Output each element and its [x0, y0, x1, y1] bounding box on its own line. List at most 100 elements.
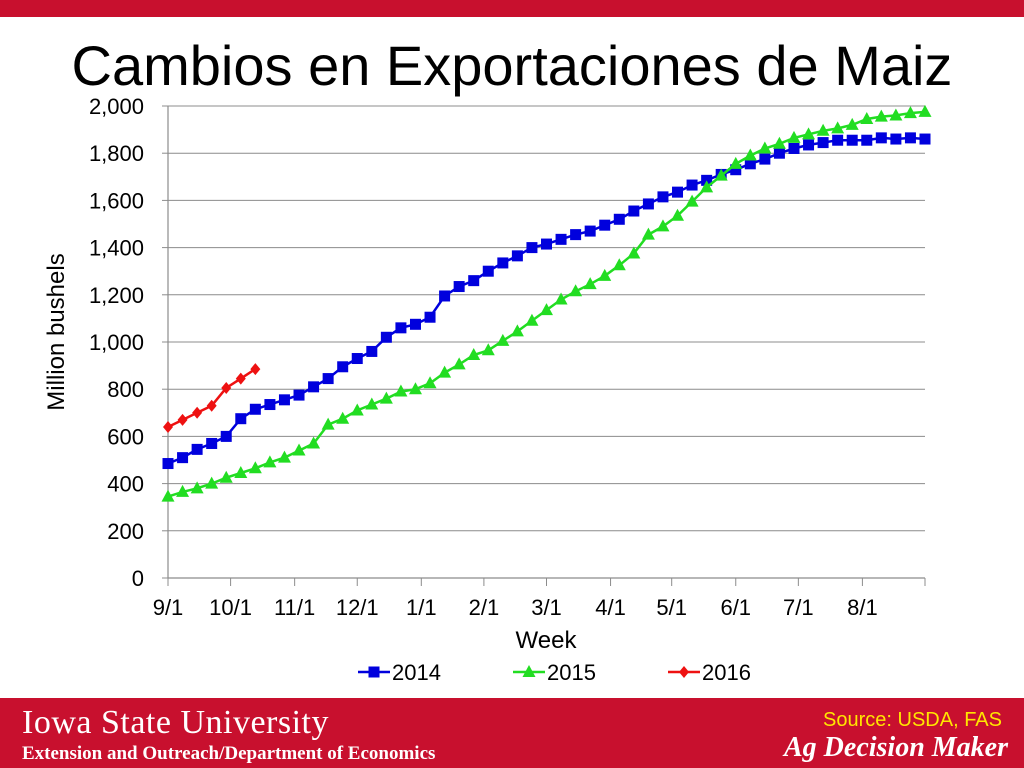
- data-point-2014: [628, 205, 640, 217]
- data-point-2014: [861, 134, 873, 146]
- legend-swatch-marker: [679, 666, 689, 678]
- x-tick-label: 8/1: [847, 595, 878, 620]
- y-tick-label: 400: [107, 472, 144, 497]
- data-point-2014: [395, 322, 407, 334]
- data-point-2014: [730, 164, 742, 176]
- data-point-2015: [190, 481, 204, 494]
- legend-label: 2016: [702, 660, 751, 685]
- data-point-2015: [423, 376, 437, 389]
- data-point-2014: [351, 353, 363, 365]
- y-tick-label: 2,000: [89, 94, 144, 119]
- x-tick-label: 10/1: [209, 595, 252, 620]
- data-point-2014: [424, 311, 436, 323]
- data-point-2014: [439, 290, 451, 302]
- data-point-2015: [205, 476, 219, 489]
- data-point-2016: [163, 420, 173, 433]
- y-tick-label: 1,000: [89, 330, 144, 355]
- data-point-2015: [219, 470, 233, 483]
- data-point-2015: [350, 403, 364, 416]
- data-point-2014: [322, 373, 334, 385]
- data-point-2015: [263, 455, 277, 468]
- data-point-2015: [685, 194, 699, 207]
- data-point-2015: [802, 127, 816, 140]
- data-point-2015: [540, 303, 553, 316]
- y-axis-label: Million bushels: [43, 253, 70, 410]
- line-chart: 0 200 400 600 800 1,000 1,200 1,400 1,600 1,800 2,…: [43, 94, 932, 685]
- data-point-2015: [612, 258, 626, 271]
- data-point-2015: [408, 382, 422, 395]
- data-point-2015: [292, 443, 306, 456]
- data-point-2014: [293, 389, 305, 401]
- data-point-2014: [832, 134, 844, 146]
- data-point-2016: [250, 363, 261, 376]
- data-point-2015: [729, 156, 743, 169]
- data-point-2014: [453, 281, 465, 293]
- legend-swatch-marker: [368, 666, 380, 678]
- data-point-2015: [438, 365, 452, 378]
- data-point-2015: [161, 489, 175, 502]
- data-point-2016: [192, 406, 203, 419]
- data-point-2014: [555, 233, 567, 245]
- legend-swatch-marker: [522, 665, 536, 677]
- data-point-2014: [846, 134, 858, 146]
- data-point-2014: [264, 399, 276, 411]
- x-tick-label: 3/1: [531, 595, 562, 620]
- axes: [162, 105, 926, 586]
- brand-name: Ag Decision Maker: [784, 732, 1008, 763]
- data-point-2014: [526, 242, 538, 254]
- data-point-2014: [191, 443, 203, 455]
- y-tick-labels: 0 200 400 600 800 1,000 1,200 1,400 1,600 1,800 2,…: [89, 94, 144, 591]
- data-point-2015: [248, 461, 262, 474]
- data-point-2015: [918, 104, 932, 117]
- data-point-2014: [380, 331, 392, 343]
- x-axis-label: Week: [516, 627, 578, 654]
- data-point-2014: [206, 437, 218, 449]
- x-tick-label: 2/1: [469, 595, 500, 620]
- data-point-2015: [903, 106, 917, 119]
- data-point-2014: [875, 132, 887, 144]
- data-point-2014: [613, 213, 625, 225]
- y-tick-label: 1,400: [89, 236, 144, 261]
- slide-title: Cambios en Exportaciones de Maiz: [71, 34, 953, 97]
- y-tick-label: 0: [132, 566, 144, 591]
- data-point-2014: [788, 142, 800, 154]
- y-tick-label: 1,800: [89, 141, 144, 166]
- data-point-2015: [743, 148, 757, 161]
- x-tick-label: 5/1: [656, 595, 687, 620]
- data-point-2015: [467, 347, 481, 360]
- data-point-2015: [641, 227, 655, 240]
- data-point-2014: [249, 403, 261, 415]
- data-point-2015: [510, 324, 524, 337]
- data-point-2015: [365, 397, 379, 410]
- legend-item-2015: 2015: [513, 660, 596, 685]
- data-point-2015: [845, 117, 859, 130]
- data-point-2014: [890, 133, 902, 145]
- data-point-2014: [337, 361, 349, 373]
- data-point-2016: [206, 399, 217, 412]
- university-logo: Iowa State University: [22, 704, 329, 741]
- data-point-2016: [221, 382, 232, 395]
- data-point-2014: [817, 137, 829, 149]
- data-point-2015: [525, 313, 539, 326]
- data-point-2015: [598, 268, 612, 281]
- data-point-2014: [497, 257, 509, 269]
- x-tick-label: 7/1: [783, 595, 814, 620]
- data-point-2015: [569, 284, 583, 297]
- data-point-2014: [278, 394, 290, 406]
- data-point-2015: [671, 208, 685, 221]
- data-point-2015: [554, 292, 568, 305]
- data-point-2014: [570, 229, 582, 241]
- data-point-2014: [308, 381, 320, 393]
- data-point-2014: [235, 413, 247, 425]
- data-point-2015: [772, 136, 786, 149]
- top-accent-bar: [0, 0, 1024, 17]
- data-point-2015: [860, 111, 874, 124]
- data-point-2014: [220, 430, 232, 442]
- data-point-2015: [714, 168, 728, 181]
- data-point-2014: [584, 225, 596, 237]
- data-point-2015: [583, 277, 597, 290]
- data-point-2015: [758, 141, 772, 154]
- footer-bar: [0, 698, 1024, 768]
- data-point-2014: [701, 174, 713, 186]
- data-point-2014: [642, 198, 654, 210]
